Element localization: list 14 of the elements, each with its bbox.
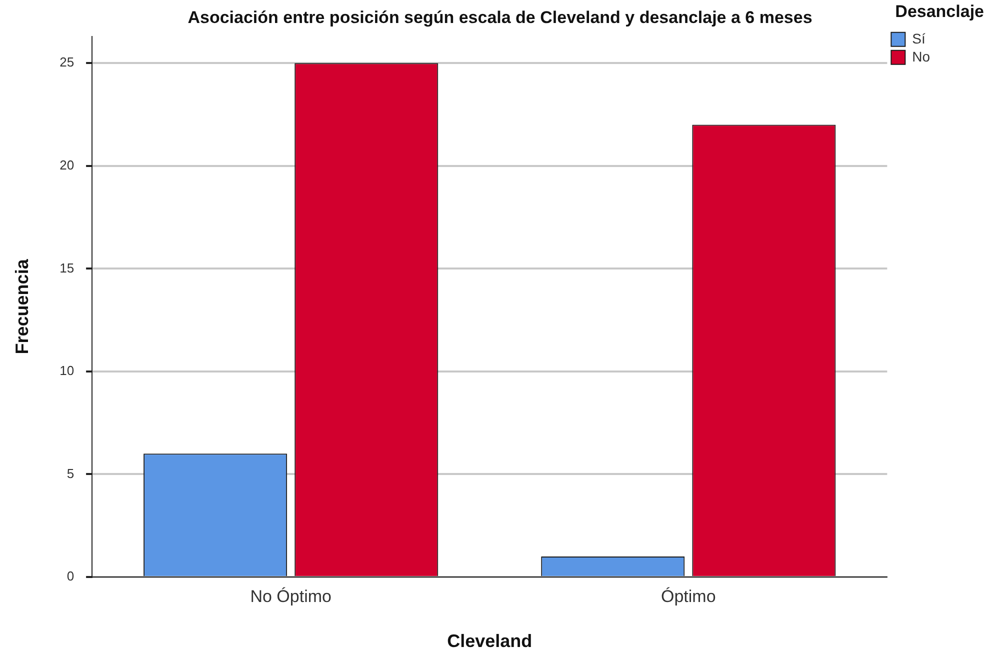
y-tick-label: 20 bbox=[60, 157, 74, 172]
legend-title: Desanclaje bbox=[895, 2, 984, 22]
chart-title: Asociación entre posición según escala de Cleveland y desanclaje a 6 meses bbox=[188, 8, 812, 27]
legend-label: Sí bbox=[912, 30, 926, 46]
x-tick-label: Óptimo bbox=[660, 586, 716, 606]
x-axis-title: Cleveland bbox=[447, 631, 532, 652]
y-tick-label: 5 bbox=[66, 466, 74, 481]
x-tick-label: No Óptimo bbox=[250, 586, 332, 606]
y-tick-label: 0 bbox=[66, 568, 74, 584]
y-axis-title: Frecuencia bbox=[12, 258, 32, 354]
y-tick-label: 10 bbox=[60, 363, 74, 378]
y-tick-label: 25 bbox=[60, 54, 74, 70]
y-tick-label: 15 bbox=[60, 260, 74, 276]
legend-label: No bbox=[912, 48, 930, 64]
